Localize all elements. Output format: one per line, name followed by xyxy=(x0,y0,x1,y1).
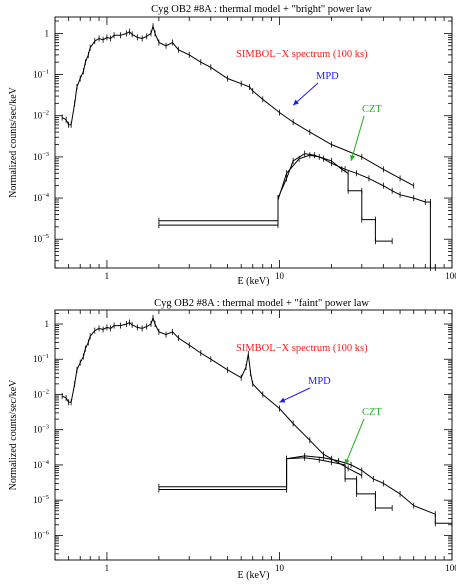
czt-label: CZT xyxy=(362,407,382,418)
series-1 xyxy=(158,150,436,271)
mpd-label-arrowhead xyxy=(279,397,286,403)
plot-frame xyxy=(54,16,453,269)
mpd-label-arrow xyxy=(292,82,319,106)
x-tick-label: 1 xyxy=(105,271,110,281)
x-tick-label: 100 xyxy=(445,563,456,573)
series-0 xyxy=(61,23,415,189)
mpd-label: MPD xyxy=(316,71,339,82)
series-2 xyxy=(158,454,393,511)
chart-title: Cyg OB2 #8A : thermal model + "bright" p… xyxy=(151,4,372,15)
y-axis-label: Normalized counts/sec/keV xyxy=(8,86,19,198)
y-tick-label: 10−1 xyxy=(33,69,49,80)
series-line xyxy=(158,457,393,509)
y-tick-label: 10−5 xyxy=(33,233,49,244)
y-tick-label: 10−2 xyxy=(33,110,49,121)
czt-label-arrowhead xyxy=(350,154,356,161)
mpd-label: MPD xyxy=(308,376,331,387)
y-tick-label: 10−5 xyxy=(33,494,49,505)
y-tick-label: 10−3 xyxy=(33,424,49,435)
x-tick-label: 100 xyxy=(445,271,456,281)
y-axis-label: Normalized counts/sec/keV xyxy=(8,379,19,491)
x-tick-label: 10 xyxy=(275,563,285,573)
bottom-panel: Cyg OB2 #8A : thermal model + "faint" po… xyxy=(8,298,456,581)
simbol-x-label: SIMBOL−X spectrum (100 ks) xyxy=(236,49,368,60)
x-tick-label: 10 xyxy=(275,271,285,281)
chart-title: Cyg OB2 #8A : thermal model + "faint" po… xyxy=(154,298,369,309)
series-line xyxy=(61,316,363,476)
series-0 xyxy=(61,314,363,479)
mpd-label-arrow xyxy=(279,387,311,403)
top-panel: Cyg OB2 #8A : thermal model + "bright" p… xyxy=(8,4,456,287)
y-tick-label: 10−4 xyxy=(33,192,50,203)
czt-label: CZT xyxy=(362,104,382,115)
czt-label-arrowhead xyxy=(344,458,350,465)
series-line xyxy=(158,153,436,269)
y-tick-label: 10−1 xyxy=(33,353,49,364)
y-tick-label: 10−4 xyxy=(33,459,50,470)
mpd-label-arrowhead xyxy=(293,99,299,106)
simbol-x-label: SIMBOL−X spectrum (100 ks) xyxy=(236,343,368,354)
y-tick-label: 1 xyxy=(45,28,50,38)
czt-label-arrow xyxy=(350,115,365,162)
series-2 xyxy=(158,152,393,245)
x-axis-label: E (keV) xyxy=(238,570,270,581)
y-tick-label: 10−2 xyxy=(33,388,49,399)
x-axis-label: E (keV) xyxy=(238,276,270,287)
y-tick-label: 10−3 xyxy=(33,151,49,162)
x-tick-label: 1 xyxy=(105,563,110,573)
czt-label-arrow xyxy=(344,418,365,466)
series-line xyxy=(158,154,393,242)
y-tick-label: 1 xyxy=(45,319,50,329)
y-tick-label: 10−6 xyxy=(33,529,50,540)
